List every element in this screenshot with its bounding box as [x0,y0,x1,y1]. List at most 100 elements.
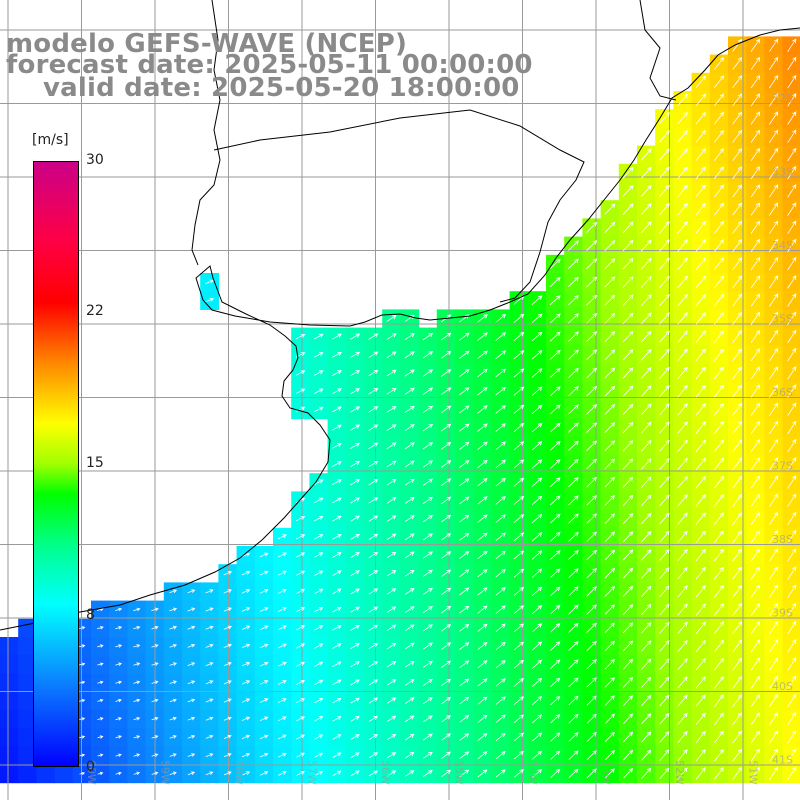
forecast-date: forecast date: 2025-05-11 00:00:00 [6,50,533,80]
wind-speed-cell [436,509,456,529]
wind-vector-arrow [368,734,379,741]
wind-vector-arrow [531,641,543,651]
wind-speed-cell [509,655,529,674]
wind-vector-arrow [714,767,724,780]
wind-speed-cell [655,254,674,274]
wind-vector-arrow [495,605,506,614]
wind-speed-cell [728,764,747,784]
wind-speed-cell [364,345,383,365]
wind-speed-cell [546,546,565,565]
wind-vector-arrow [441,587,452,596]
wind-vector-arrow [586,422,598,433]
wind-speed-cell [746,54,765,74]
wind-speed-cell [527,436,547,456]
wind-speed-cell [637,491,656,511]
wind-speed-cell [400,473,420,492]
wind-vector-arrow [695,657,706,671]
wind-speed-cell [327,327,347,347]
wind-vector-arrow [477,605,488,614]
wind-vector-arrow [332,588,342,595]
wind-speed-cell [764,509,784,529]
wind-vector-arrow [314,588,324,595]
wind-vector-arrow [513,769,524,778]
wind-vector-arrow [787,293,797,307]
wind-speed-cell [509,637,529,656]
wind-speed-cell [691,163,711,183]
wind-speed-cell [746,655,765,674]
border-line [213,109,585,303]
wind-speed-cell [436,400,456,420]
wind-speed-cell [764,637,784,656]
wind-speed-cell [564,236,583,256]
wind-speed-cell [400,455,420,474]
wind-speed-cell [400,728,420,747]
wind-vector-arrow [259,643,269,649]
wind-speed-cell [491,309,511,329]
wind-vector-arrow [513,659,524,669]
wind-vector-arrow [768,712,779,726]
wind-vector-arrow [386,387,397,395]
wind-speed-cell [491,691,511,711]
wind-speed-cell [673,200,693,219]
wind-speed-cell [418,600,438,620]
wind-vector-arrow [205,643,214,648]
wind-speed-cell [509,400,529,420]
wind-vector-arrow [404,733,415,741]
wind-speed-cell [345,691,365,711]
wind-speed-cell [637,254,656,274]
wind-vector-arrow [115,626,123,630]
wind-vector-arrow [659,749,670,761]
wind-vector-arrow [787,184,797,198]
wind-speed-cell [600,254,620,274]
wind-speed-cell [618,728,638,747]
wind-speed-cell [728,655,747,674]
wind-speed-cell [673,436,693,456]
wind-vector-arrow [368,715,378,722]
wind-vector-arrow [787,202,797,216]
wind-vector-arrow [332,643,342,649]
wind-speed-cell [655,673,674,693]
wind-speed-cell [364,637,383,656]
wind-vector-arrow [440,478,452,487]
wind-speed-cell [546,673,565,693]
colorbar-tick-30: 30 [86,152,104,168]
wind-speed-cell [418,455,438,474]
wind-speed-cell [637,309,656,329]
wind-vector-arrow [622,185,634,197]
wind-vector-arrow [187,625,196,630]
wind-speed-cell [382,418,401,438]
wind-vector-arrow [549,276,561,287]
wind-vector-arrow [332,370,342,376]
wind-vector-arrow [259,589,269,594]
wind-speed-cell [582,418,602,438]
wind-vector-arrow [732,93,743,107]
wind-vector-arrow [495,532,506,542]
wind-speed-cell [746,109,765,128]
wind-speed-cell [473,418,492,438]
wind-speed-cell [582,254,602,274]
lon-label: 57W [306,760,319,785]
wind-speed-cell [546,436,565,456]
wind-vector-arrow [604,713,615,724]
wind-vector-arrow [386,351,397,359]
wind-vector-arrow [513,368,525,378]
wind-speed-cell [509,618,529,638]
wind-speed-cell [673,309,693,329]
wind-vector-arrow [549,295,561,306]
wind-speed-cell [746,527,765,547]
wind-vector-arrow [278,716,287,722]
wind-vector-arrow [641,421,652,434]
wind-speed-cell [600,218,620,238]
wind-speed-cell [764,673,784,693]
wind-vector-arrow [768,530,779,544]
wind-vector-arrow [768,439,779,453]
wind-speed-cell [600,764,620,784]
wind-speed-cell [691,473,711,492]
wind-vector-arrow [295,534,306,540]
wind-speed-cell [728,473,747,492]
wind-speed-cell [418,673,438,693]
wind-speed-cell [564,400,583,420]
wind-speed-cell [691,509,711,529]
wind-speed-cell [582,709,602,729]
wind-speed-cell [455,564,474,583]
